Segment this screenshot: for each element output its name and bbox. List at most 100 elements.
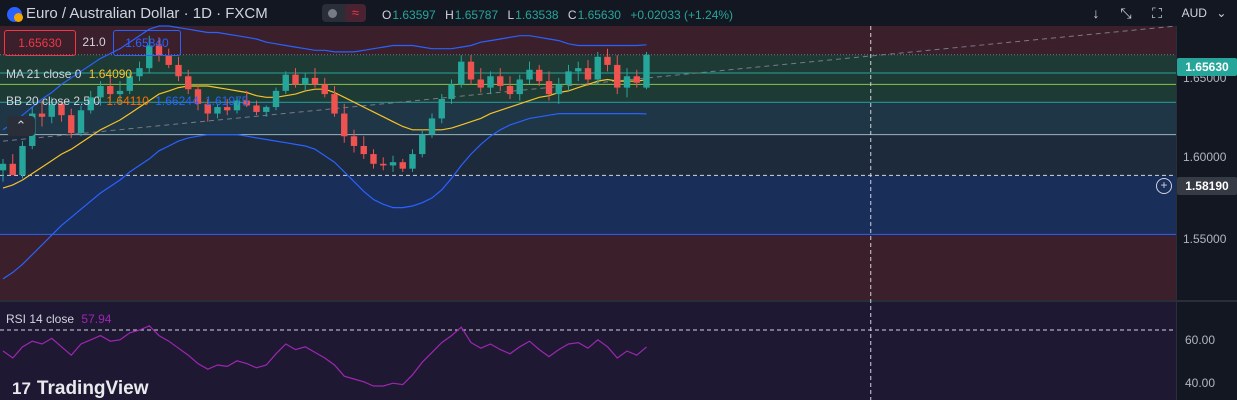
rsi-pane-background (0, 302, 1176, 400)
candle-body (311, 77, 319, 85)
ma-value: 1.64090 (88, 67, 133, 81)
spread-value: 21.0 (82, 35, 106, 49)
candle-body (633, 76, 640, 83)
candle-body (399, 162, 406, 169)
rsi-axis-label: 60.00 (1185, 333, 1216, 347)
brand-name: TradingView (36, 378, 149, 399)
chevron-down-icon: ⌄ (1216, 6, 1227, 20)
rsi-axis-label: 40.00 (1185, 376, 1216, 390)
candle-body (409, 154, 416, 169)
candle-body (536, 69, 543, 82)
candle-body (438, 98, 445, 119)
candle-body (204, 103, 211, 114)
candle-body (77, 110, 85, 134)
candle-body (516, 79, 523, 95)
candle-body (165, 55, 172, 65)
candle-body (487, 76, 494, 88)
support-zone-blue (0, 175, 1176, 235)
candle-body (575, 68, 582, 72)
candle-body (360, 145, 367, 155)
candle-body (370, 154, 377, 164)
candle-body (331, 94, 338, 114)
indicator-visibility-toggle[interactable]: ≈ (322, 4, 366, 22)
candle-body (428, 118, 436, 135)
candle-body (526, 69, 533, 80)
price-axis-label: 1.60000 (1183, 150, 1227, 164)
sell-price-button[interactable]: 1.65630 (4, 30, 76, 56)
collapse-legend-button[interactable]: ⌃ (7, 116, 35, 136)
rsi-legend[interactable]: RSI 14 close 57.94 (6, 312, 111, 326)
candle-body (155, 45, 163, 56)
candle-body (419, 134, 426, 155)
candle-body (555, 84, 562, 95)
bb-lower-value: 1.61975 (204, 94, 249, 108)
bb-upper-value: 1.66244 (155, 94, 199, 108)
candle-body (9, 163, 16, 176)
rsi-label: RSI 14 close (6, 312, 75, 326)
candle-body (97, 85, 104, 98)
bb-upper-line (2, 25, 647, 131)
candle-body (68, 115, 75, 134)
candle-body (584, 68, 592, 80)
bb-legend[interactable]: BB 20 close 2.5 0 1.64110 1.66244 1.6197… (6, 94, 248, 108)
candle-body (263, 107, 270, 112)
candle-body (38, 113, 46, 117)
arrow-down-icon[interactable]: ↓ (1092, 5, 1100, 21)
rsi-value: 57.94 (81, 312, 112, 326)
support-zone-slate (0, 134, 1176, 176)
candle-body (604, 56, 611, 65)
candle-body (321, 84, 328, 95)
ma-label: MA 21 close 0 (6, 67, 82, 81)
candle-body (282, 74, 289, 91)
candle-body (497, 76, 504, 86)
bb-basis-value: 1.64110 (106, 94, 149, 108)
candle-body (350, 136, 358, 146)
candle-body (243, 100, 250, 106)
candle-body (272, 90, 280, 108)
tradingview-logo[interactable]: 17 TradingView (12, 378, 149, 400)
currency-select[interactable]: AUD ⌄ (1179, 2, 1229, 24)
candle-body (214, 107, 221, 114)
ohlc-readout: O1.63597 H1.65787 L1.63538 C1.65630 +0.0… (382, 8, 734, 22)
candle-body (194, 89, 202, 104)
price-axis-label: 1.55000 (1183, 232, 1227, 246)
candle-body (458, 61, 465, 85)
lower-zone (0, 234, 1176, 300)
candle-body (126, 76, 133, 91)
candle-body (224, 107, 231, 111)
candle-body (341, 113, 348, 137)
current-price-tag: 1.65630 (1177, 58, 1237, 76)
candle-body (448, 84, 455, 99)
candle-body (380, 163, 387, 166)
candle-body (136, 68, 143, 77)
bb-lower-line (2, 113, 647, 280)
plus-icon[interactable]: + (1156, 178, 1172, 194)
wave-icon: ≈ (345, 4, 366, 22)
rsi-line (2, 325, 647, 387)
candle-body (643, 54, 650, 88)
buy-price-button[interactable]: 1.65840 (113, 30, 181, 56)
candle-body (107, 85, 114, 95)
ma-legend[interactable]: MA 21 close 0 1.64090 (6, 67, 132, 81)
fullscreen-icon[interactable]: ⛶ (1152, 5, 1162, 21)
candle-body (253, 105, 260, 112)
candle-body (477, 79, 484, 88)
bb-label: BB 20 close 2.5 0 (6, 94, 101, 108)
candle-body (185, 76, 192, 90)
candle-body (389, 162, 397, 166)
candle-body (623, 76, 631, 88)
candle-body (467, 61, 475, 80)
tv-logo-icon: 17 (12, 379, 31, 398)
candle-body (545, 81, 553, 95)
candle-body (146, 45, 153, 69)
eye-icon (328, 9, 337, 18)
symbol-title[interactable]: Euro / Australian Dollar · 1D · FXCM (26, 5, 268, 22)
candle-body (175, 64, 182, 77)
currency-label: AUD (1181, 6, 1207, 20)
candle-body (19, 145, 26, 176)
candle-body (506, 85, 514, 95)
candle-body (116, 90, 124, 95)
expand-icon[interactable]: ⤡ (1120, 5, 1132, 21)
candle-body (565, 71, 572, 85)
